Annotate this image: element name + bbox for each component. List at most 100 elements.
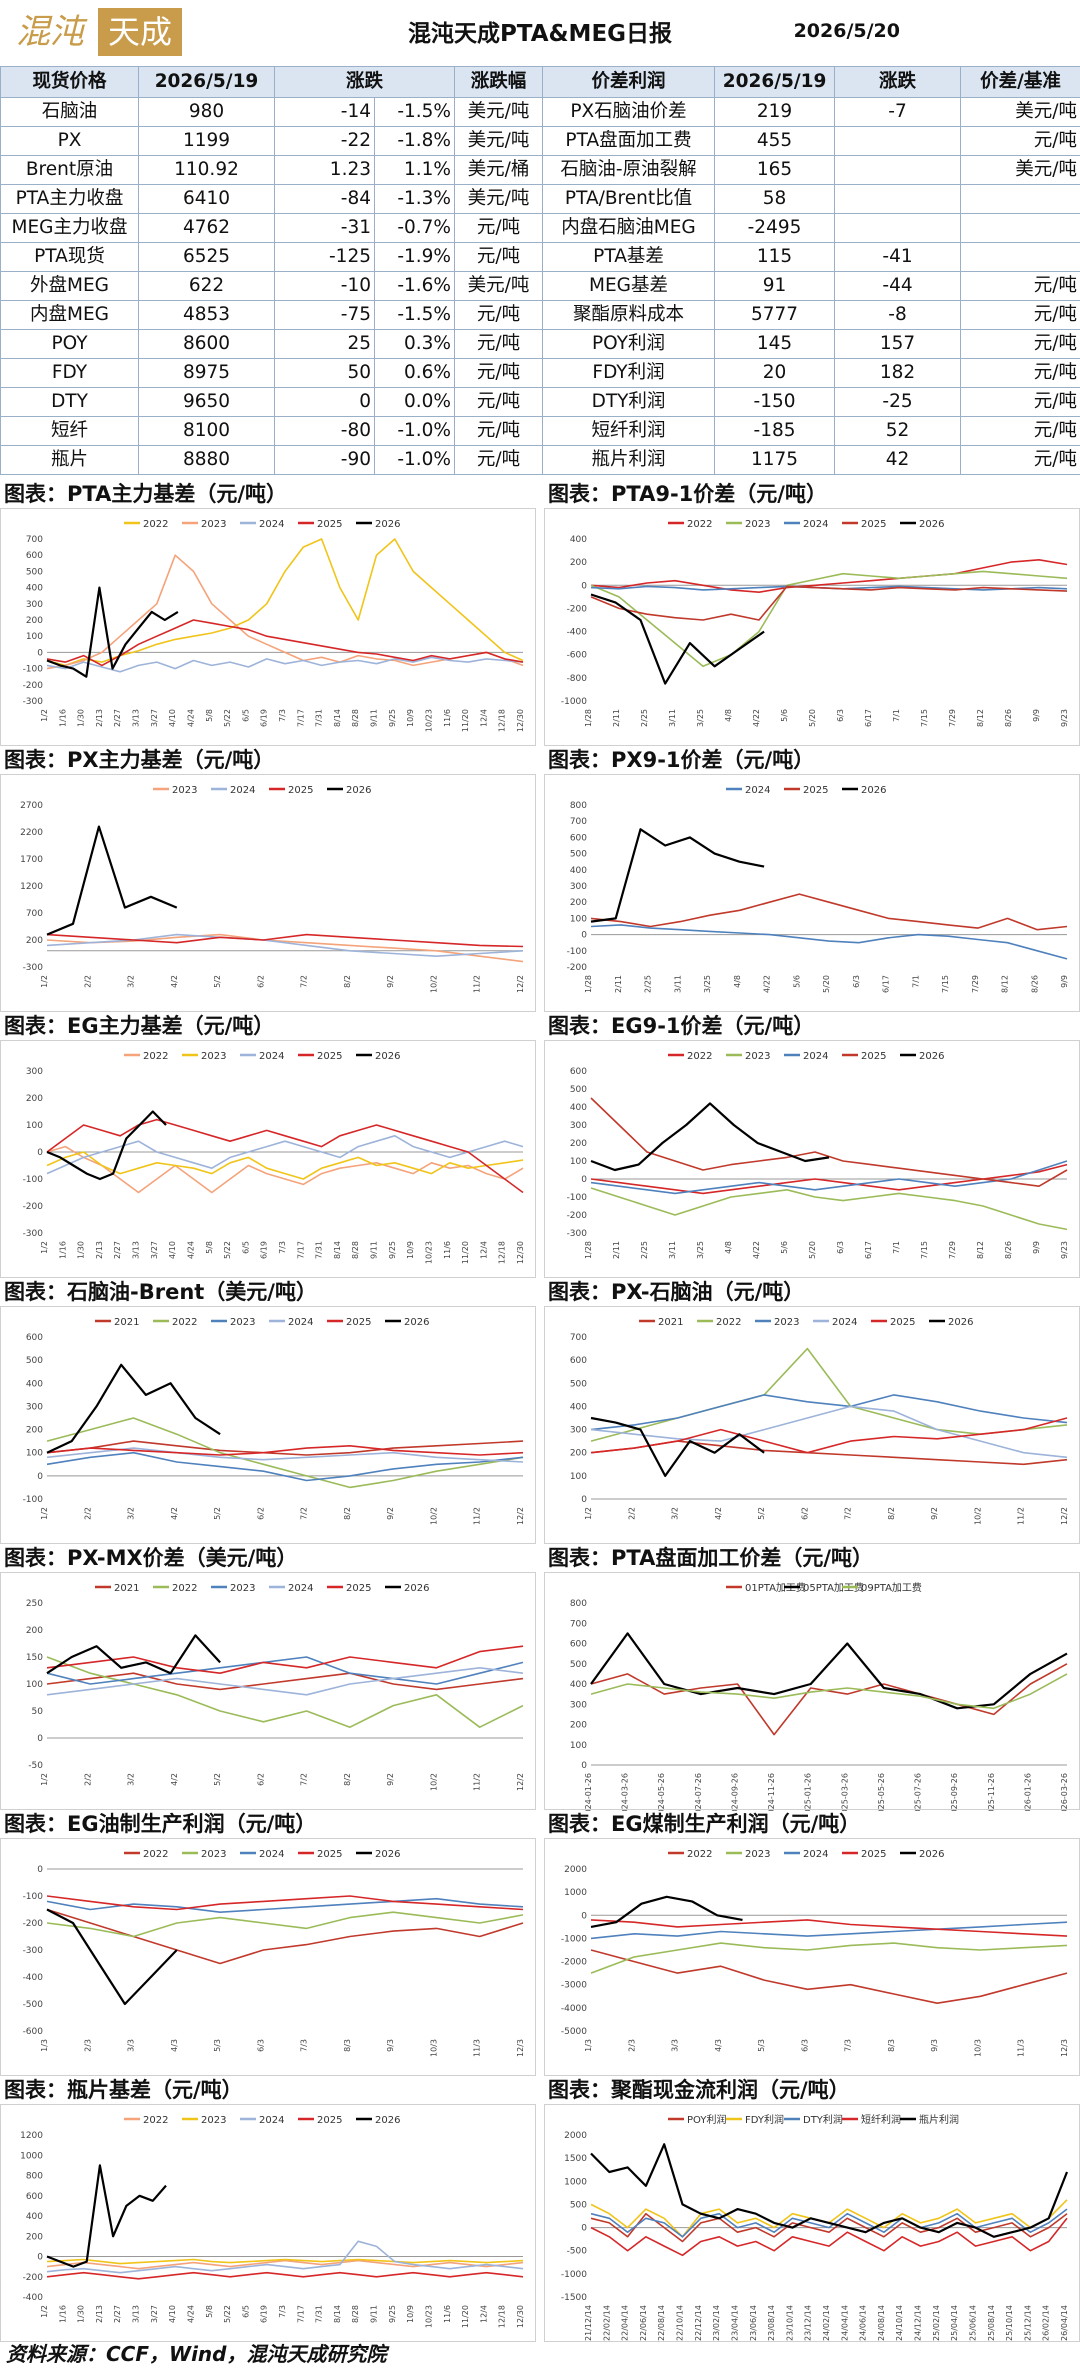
x-tick-label: 2/27 bbox=[113, 2305, 122, 2323]
x-tick-label: 10/9 bbox=[406, 709, 415, 727]
x-tick-label: 4/24 bbox=[186, 2305, 195, 2323]
y-tick-label: 2000 bbox=[564, 2131, 587, 2141]
y-tick-label: -1000 bbox=[561, 697, 587, 707]
legend-label: 2024 bbox=[259, 1051, 284, 1062]
y-tick-label: 400 bbox=[26, 2212, 43, 2222]
table-row: 外盘MEG 622 -10 -1.6% 美元/吨 MEG基差 91 -44 元/吨 bbox=[0, 271, 1080, 301]
table-cell: 美元/吨 bbox=[454, 184, 544, 214]
x-tick-label: 23/12/14 bbox=[804, 2305, 813, 2341]
table-cell: 0.0% bbox=[373, 387, 456, 417]
x-tick-label: 4/8 bbox=[733, 975, 742, 988]
table-cell: 622 bbox=[138, 271, 275, 301]
x-tick-label: 10/2 bbox=[973, 1507, 982, 1525]
x-tick-label: 7/2 bbox=[844, 1507, 853, 1520]
x-tick-label: 11/20 bbox=[461, 1241, 470, 1264]
x-tick-label: 2/2 bbox=[83, 1773, 92, 1786]
x-tick-label: 24/06/14 bbox=[859, 2305, 868, 2341]
x-tick-label: 1/28 bbox=[584, 1241, 593, 1259]
legend-label: 2025 bbox=[861, 1051, 886, 1062]
x-tick-label: 6/2 bbox=[800, 1507, 809, 1520]
legend-label: 2024 bbox=[259, 519, 284, 530]
y-tick-label: 700 bbox=[570, 1619, 587, 1629]
y-tick-label: -200 bbox=[567, 963, 588, 973]
table-cell: 1.23 bbox=[274, 155, 375, 185]
x-tick-label: 1/30 bbox=[77, 1241, 86, 1259]
legend-label: 2024 bbox=[259, 2115, 284, 2126]
y-tick-label: 1700 bbox=[20, 855, 43, 865]
y-tick-label: 400 bbox=[570, 535, 587, 545]
x-tick-label: 2/11 bbox=[612, 709, 621, 727]
legend-label: 2025 bbox=[317, 2115, 342, 2126]
x-tick-label: 6/2 bbox=[256, 1773, 265, 1786]
table-row: DTY 9650 0 0.0% 元/吨 DTY利润 -150 -25 元/吨 bbox=[0, 387, 1080, 417]
x-tick-label: 7/3 bbox=[278, 2305, 287, 2318]
table-cell: 元/吨 bbox=[454, 242, 544, 272]
y-tick-label: 500 bbox=[26, 1356, 43, 1366]
y-tick-label: -200 bbox=[23, 1919, 44, 1929]
x-tick-label: 2/13 bbox=[95, 709, 104, 727]
x-tick-label: 5/3 bbox=[213, 2039, 222, 2052]
y-tick-label: 200 bbox=[26, 936, 43, 946]
x-tick-label: 2024-03-26 bbox=[621, 1773, 630, 1811]
x-tick-label: 2024-09-26 bbox=[730, 1773, 739, 1811]
x-tick-label: 6/2 bbox=[256, 1507, 265, 1520]
x-tick-label: 2024-07-26 bbox=[694, 1773, 703, 1811]
table-row: MEG主力收盘 4762 -31 -0.7% 元/吨 内盘石脑油MEG -2495 bbox=[0, 213, 1080, 243]
table-cell: 元/吨 bbox=[960, 387, 1080, 417]
table-cell: 瓶片 bbox=[0, 445, 139, 475]
x-tick-label: 11/6 bbox=[443, 2305, 452, 2323]
x-tick-label: 9/9 bbox=[1060, 975, 1069, 988]
y-tick-label: 200 bbox=[26, 1426, 43, 1436]
x-tick-label: 12/18 bbox=[498, 1241, 507, 1264]
table-cell: -2495 bbox=[714, 213, 836, 243]
table-cell: 内盘石脑油MEG bbox=[542, 213, 716, 243]
y-tick-label: 600 bbox=[26, 551, 43, 561]
series-line bbox=[590, 2208, 1068, 2238]
table-cell: -1.9% bbox=[373, 242, 456, 272]
table-cell: 8880 bbox=[138, 445, 275, 475]
x-tick-label: 5/6 bbox=[792, 975, 801, 988]
x-tick-label: 8/3 bbox=[343, 2039, 352, 2052]
y-tick-label: 200 bbox=[570, 1139, 587, 1149]
x-tick-label: 24/02/14 bbox=[822, 2305, 831, 2341]
th-change-pct: 涨跌幅 bbox=[454, 66, 544, 98]
x-tick-label: 8/2 bbox=[343, 1773, 352, 1786]
table-cell: PTA主力收盘 bbox=[0, 184, 139, 214]
x-tick-label: 1/16 bbox=[58, 2305, 67, 2323]
legend-label: 2024 bbox=[259, 1849, 284, 1860]
x-tick-label: 4/24 bbox=[186, 1241, 195, 1259]
x-tick-label: 1/3 bbox=[40, 2039, 49, 2052]
chart-title: 图表：PTA9-1价差（元/吨） bbox=[548, 482, 827, 506]
legend-label: 2022 bbox=[143, 2115, 168, 2126]
x-tick-label: 3/11 bbox=[673, 975, 682, 993]
table-cell: -14 bbox=[274, 97, 375, 127]
series-line bbox=[46, 1118, 524, 1194]
x-tick-label: 8/2 bbox=[343, 1507, 352, 1520]
legend-label: 2022 bbox=[143, 1051, 168, 1062]
legend-label: 2025 bbox=[861, 519, 886, 530]
table-cell: 9650 bbox=[138, 387, 275, 417]
x-tick-label: 9/2 bbox=[386, 975, 395, 988]
table-cell: POY利润 bbox=[542, 329, 716, 359]
chart-svg: 2022 2023 2024 2025 2026 0 -100 -200 -300 -400 -50… bbox=[23, 1849, 525, 2057]
table-cell: -185 bbox=[714, 416, 836, 446]
table-cell: 91 bbox=[714, 271, 836, 301]
x-tick-label: 3/27 bbox=[150, 1241, 159, 1259]
series-line bbox=[46, 586, 179, 678]
legend-label: 2026 bbox=[919, 1849, 944, 1860]
y-tick-label: 0 bbox=[581, 1911, 587, 1921]
series-line bbox=[590, 1405, 1068, 1459]
y-tick-label: 1200 bbox=[20, 882, 43, 892]
y-tick-label: 700 bbox=[570, 817, 587, 827]
table-cell bbox=[834, 184, 962, 214]
x-tick-label: 1/28 bbox=[584, 709, 593, 727]
x-tick-label: 10/2 bbox=[429, 1507, 438, 1525]
table-cell: 瓶片利润 bbox=[542, 445, 716, 475]
table-cell: 元/吨 bbox=[454, 213, 544, 243]
series-line bbox=[590, 1394, 1068, 1431]
legend-label: 2026 bbox=[375, 519, 400, 530]
x-tick-label: 4/10 bbox=[168, 1241, 177, 1259]
x-tick-label: 11/3 bbox=[473, 2039, 482, 2057]
table-cell: 美元/吨 bbox=[454, 97, 544, 127]
